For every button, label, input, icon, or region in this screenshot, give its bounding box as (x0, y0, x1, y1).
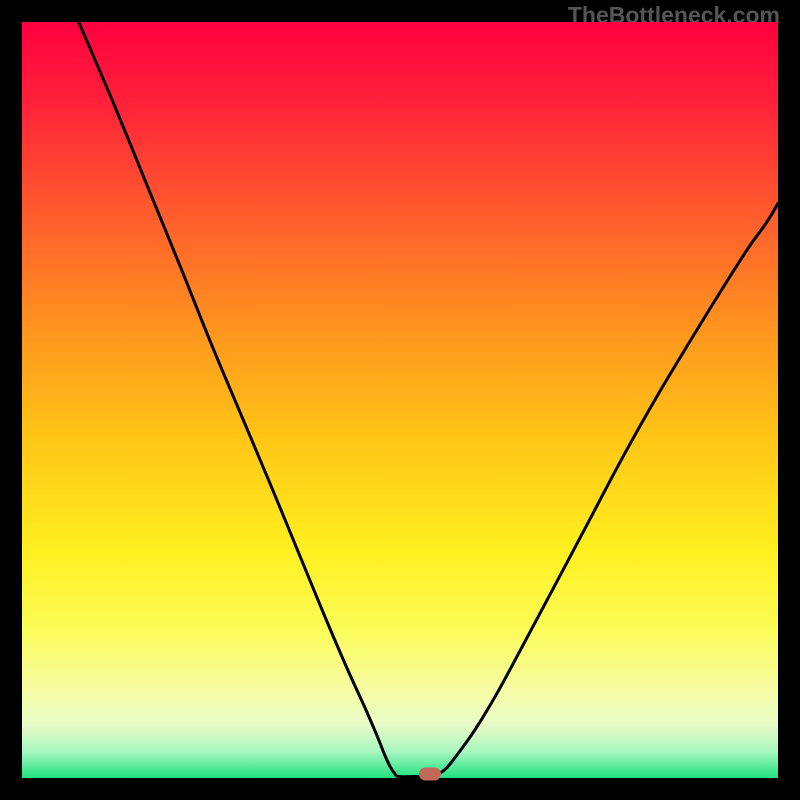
bottleneck-curve (22, 22, 778, 778)
optimal-point-marker (419, 768, 441, 781)
curve-path (79, 22, 778, 777)
chart-stage: TheBottleneck.com (0, 0, 800, 800)
plot-area (22, 22, 778, 778)
